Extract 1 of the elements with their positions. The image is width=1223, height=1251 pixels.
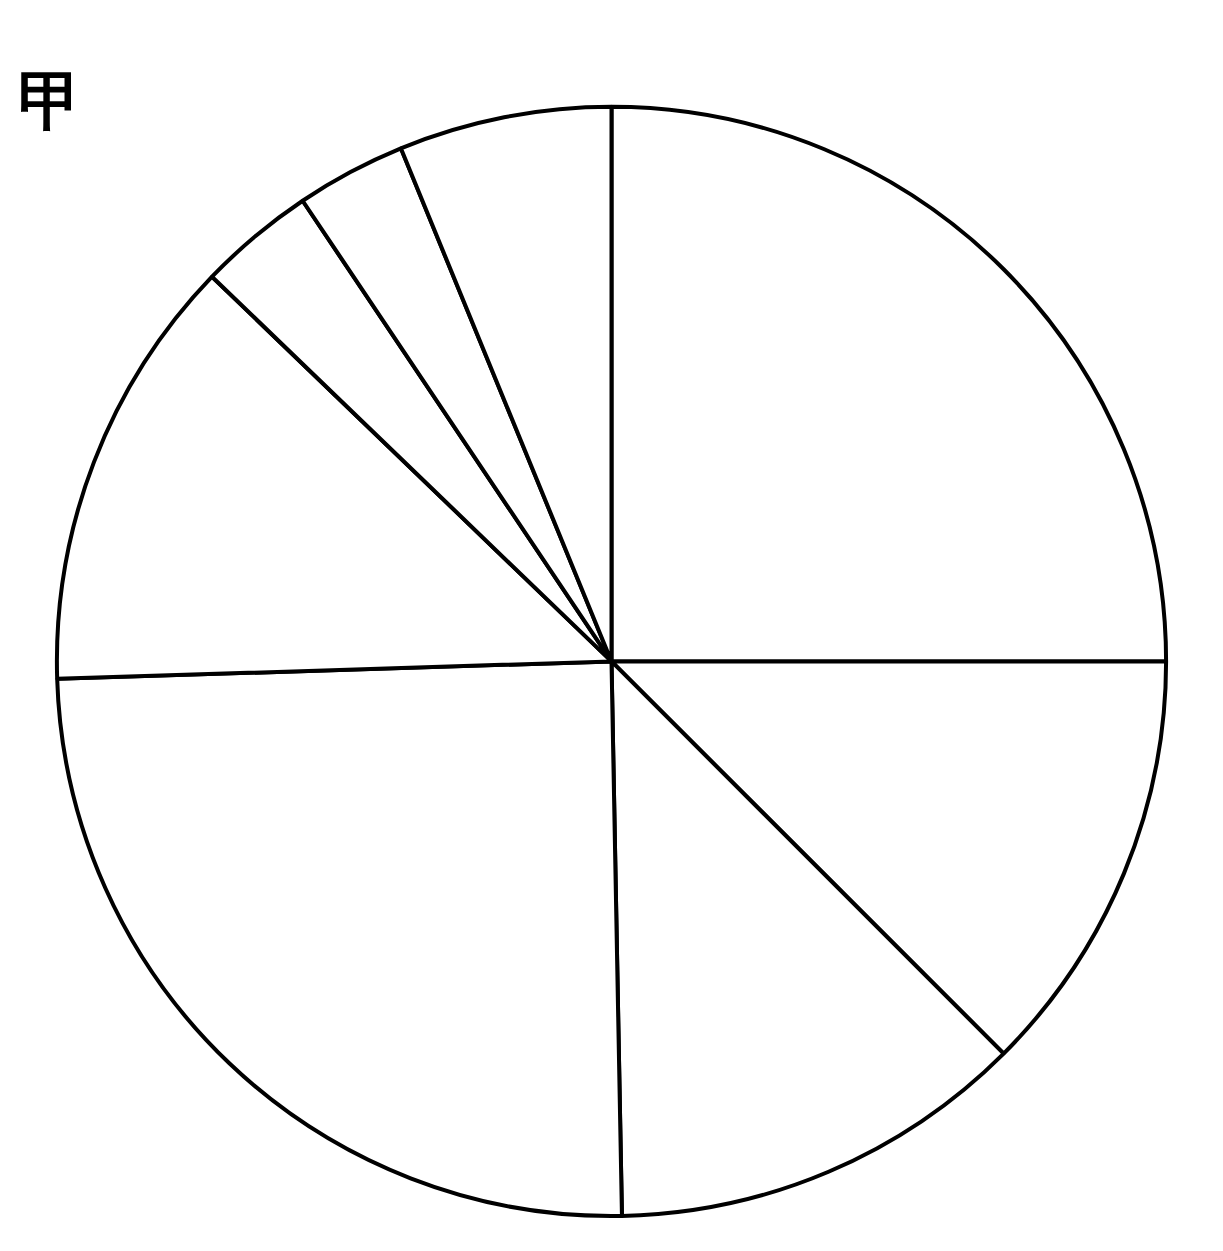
chart-title: 甲 — [18, 63, 82, 139]
